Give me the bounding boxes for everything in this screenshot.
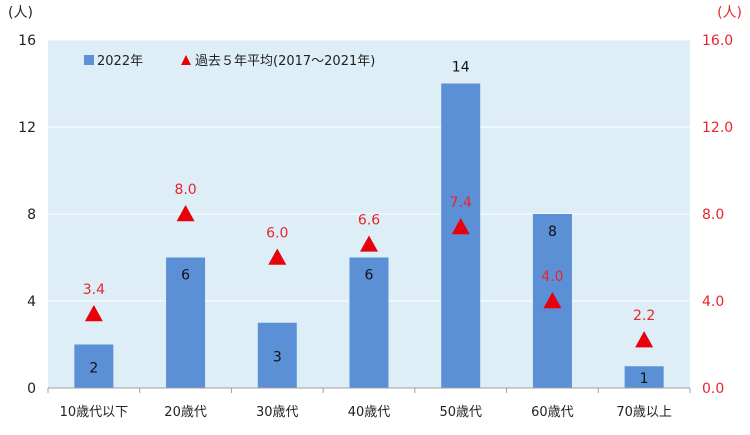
average-value-label: 6.6 xyxy=(358,212,380,228)
bar-value-label: 3 xyxy=(273,349,282,365)
average-marker xyxy=(635,331,654,348)
bar xyxy=(74,344,114,388)
y-tick-left: 0 xyxy=(27,381,36,397)
y-tick-right: 12.0 xyxy=(702,120,733,136)
y-tick-left: 8 xyxy=(27,207,36,223)
y-tick-right: 4.0 xyxy=(702,294,724,310)
bar-value-label: 8 xyxy=(548,224,557,240)
bar-value-label: 2 xyxy=(89,360,98,376)
x-category-label: 50歳代 xyxy=(439,405,482,420)
average-marker xyxy=(451,218,470,235)
bar-value-label: 6 xyxy=(181,268,190,284)
average-marker xyxy=(176,205,195,222)
data-labels: 2 3.4 6 8.0 3 6.0 6 6.6 14 7.4 8 4.0 1 2.2 xyxy=(83,60,656,388)
average-marker xyxy=(268,248,287,265)
x-category-label: 20歳代 xyxy=(164,405,207,420)
average-marker xyxy=(360,235,378,252)
bar-value-label: 6 xyxy=(365,268,374,284)
legend: 2022年 過去５年平均(2017～2021年) xyxy=(84,54,375,69)
legend-bar-label: 2022年 xyxy=(97,54,143,69)
right-axis-unit-label: (人) xyxy=(717,5,742,21)
average-marker xyxy=(84,305,103,322)
x-category-label: 40歳代 xyxy=(348,405,391,420)
y-tick-left: 12 xyxy=(18,120,36,136)
x-category-label: 30歳代 xyxy=(256,405,299,420)
legend-average-label: 過去５年平均(2017～2021年) xyxy=(195,54,375,69)
average-marker xyxy=(543,292,562,309)
x-category-label: 10歳代以下 xyxy=(60,405,129,420)
average-value-label: 7.4 xyxy=(450,195,472,211)
average-value-label: 4.0 xyxy=(541,269,563,285)
average-markers xyxy=(84,205,654,348)
bar xyxy=(257,322,297,388)
left-axis-unit-label: (人) xyxy=(8,5,33,21)
legend-bar-swatch xyxy=(84,55,94,65)
bar-value-label: 14 xyxy=(452,60,470,76)
bar xyxy=(349,257,389,388)
average-value-label: 8.0 xyxy=(174,182,196,198)
y-tick-left: 16 xyxy=(18,33,36,49)
x-category-label: 60歳代 xyxy=(531,405,574,420)
y-tick-right: 0.0 xyxy=(702,381,724,397)
average-value-label: 2.2 xyxy=(633,308,655,324)
bar-value-label: 1 xyxy=(640,371,649,387)
bar xyxy=(441,83,481,388)
y-tick-right: 16.0 xyxy=(702,33,733,49)
legend-triangle-icon xyxy=(181,55,191,65)
bars xyxy=(74,83,664,388)
average-value-label: 6.0 xyxy=(266,226,288,242)
y-tick-left: 4 xyxy=(27,294,36,310)
gridlines xyxy=(48,39,690,302)
bar xyxy=(166,257,206,388)
x-category-label: 70歳以上 xyxy=(616,405,672,420)
average-value-label: 3.4 xyxy=(83,282,105,298)
y-tick-right: 8.0 xyxy=(702,207,724,223)
bar xyxy=(624,366,664,388)
